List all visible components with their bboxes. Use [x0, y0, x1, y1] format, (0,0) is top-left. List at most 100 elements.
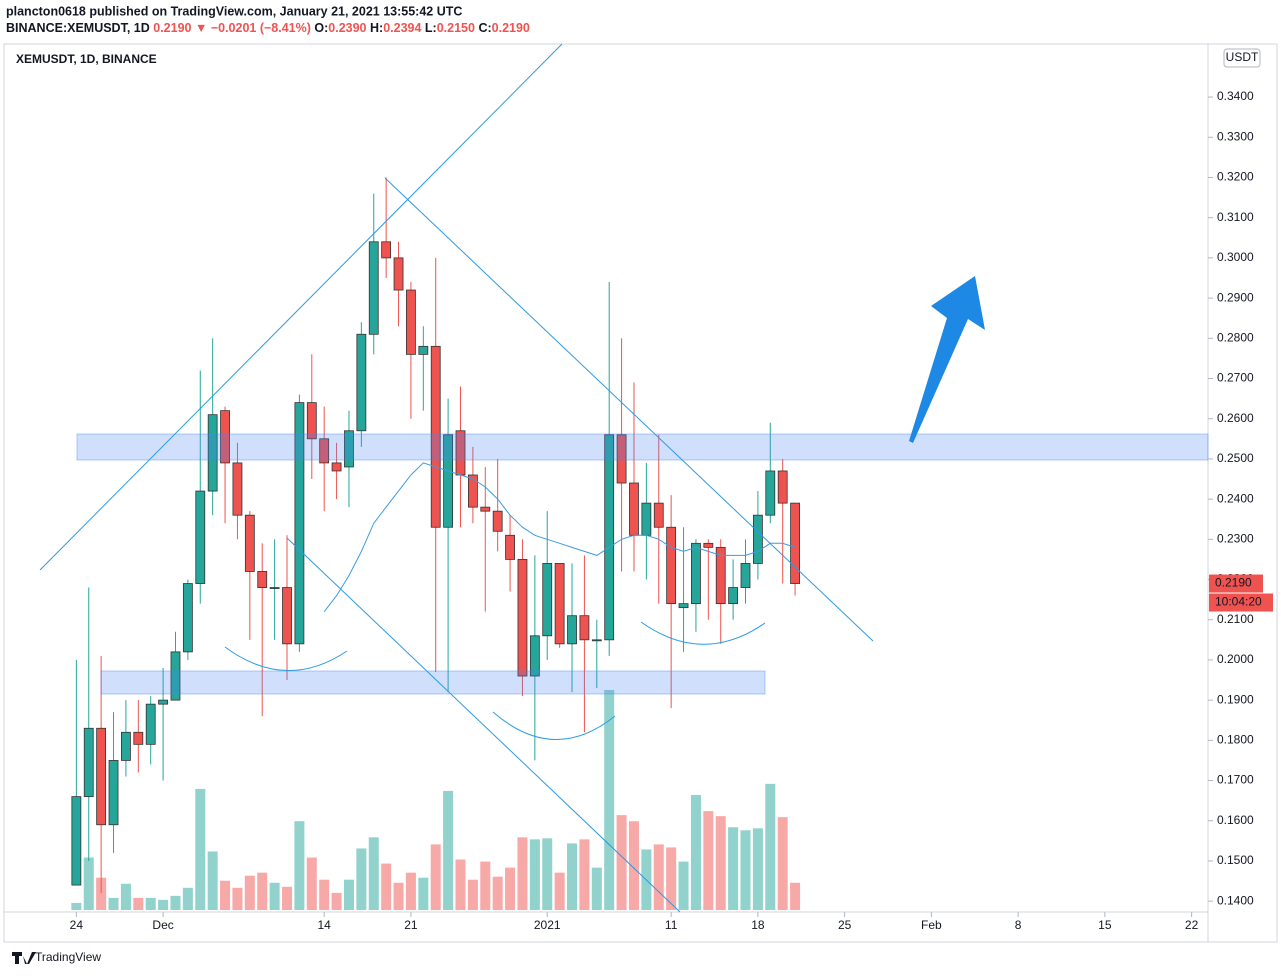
drawings — [39, 43, 1209, 913]
volume-bar — [430, 844, 441, 910]
y-tick-label: 0.2500 — [1217, 451, 1254, 465]
plot — [71, 177, 801, 910]
volume-bar — [294, 821, 305, 910]
candle-body — [567, 615, 577, 645]
volume-bar — [492, 876, 503, 910]
candle-body — [480, 506, 491, 512]
candle-body — [443, 434, 454, 528]
candle-body — [777, 470, 788, 504]
volume-bar — [567, 843, 578, 910]
candle-body — [629, 482, 639, 536]
y-tick-label: 0.3300 — [1217, 129, 1254, 143]
y-tick-label: 0.2000 — [1217, 652, 1254, 666]
y-tick-label: 0.2700 — [1217, 371, 1254, 385]
resistance-zone — [76, 433, 1209, 461]
x-tick-label: 8 — [1015, 918, 1022, 932]
candle-body — [381, 241, 392, 259]
candle-body — [418, 345, 429, 355]
candle-body — [529, 635, 540, 677]
volume-bar — [678, 861, 689, 910]
c-label: C: — [478, 21, 491, 35]
countdown: 10:04:20 — [1215, 595, 1262, 609]
candle-body — [133, 731, 144, 745]
candle-body — [368, 241, 379, 335]
candle-body — [244, 514, 255, 572]
volume-bar — [207, 851, 218, 910]
volume-bar — [282, 886, 293, 910]
candle-body — [765, 470, 776, 516]
candle-body — [232, 462, 243, 516]
x-tick-label: 11 — [665, 918, 678, 932]
volume-bar — [393, 882, 404, 910]
candle-body — [703, 542, 714, 548]
h-value: 0.2394 — [383, 21, 421, 35]
candle-body — [591, 639, 602, 642]
volume-bar — [319, 879, 330, 910]
volume-bar — [195, 788, 206, 910]
volume-bar — [529, 839, 540, 910]
volume-bar — [740, 830, 751, 910]
candle-body — [356, 333, 367, 432]
volume-bar — [182, 887, 193, 910]
candle-body — [467, 474, 478, 508]
arc — [492, 711, 616, 741]
candle-body — [653, 502, 664, 528]
candle-body — [616, 434, 627, 484]
candle-body — [666, 526, 677, 605]
volume-bar — [517, 837, 528, 910]
volume-bar — [467, 879, 478, 910]
volume-bar — [120, 883, 131, 910]
volume-bar — [728, 827, 739, 910]
candle-body — [83, 727, 94, 798]
h-label: H: — [370, 21, 383, 35]
trend-line — [384, 177, 874, 642]
volume-bar — [765, 783, 776, 910]
y-tick-label: 0.3100 — [1217, 210, 1254, 224]
candle-body — [554, 563, 565, 645]
y-tick-label: 0.2100 — [1217, 612, 1254, 626]
candle-body — [579, 615, 590, 641]
candle-body — [207, 414, 218, 492]
l-value: 0.2150 — [437, 21, 475, 35]
candle-body — [294, 402, 305, 645]
candle-body — [678, 603, 689, 609]
volume-bar — [269, 882, 280, 910]
x-tick-label: 15 — [1098, 918, 1112, 932]
y-tick-label: 0.2400 — [1217, 491, 1254, 505]
volume-bar — [232, 887, 243, 910]
candle-body — [319, 438, 330, 464]
x-tick-label: 24 — [70, 918, 84, 932]
currency-badge — [1223, 48, 1261, 68]
y-tick-label: 0.2600 — [1217, 411, 1254, 425]
x-tick-label: Dec — [152, 918, 173, 932]
x-tick-label: 22 — [1185, 918, 1199, 932]
candle-body — [306, 402, 317, 440]
symbol: BINANCE:XEMUSDT, 1D — [6, 21, 150, 35]
volume-bar — [158, 899, 169, 910]
candle-body — [393, 257, 404, 291]
arc — [224, 646, 348, 671]
candle-body — [641, 502, 652, 536]
volume-bar — [554, 872, 565, 910]
change: ▼ −0.0201 (−8.41%) — [195, 21, 311, 35]
volume-bar — [83, 857, 94, 910]
candle-body — [145, 703, 156, 745]
candle-body — [71, 796, 82, 886]
y-tick-label: 0.3400 — [1217, 89, 1254, 103]
currency: USDT — [1226, 50, 1259, 64]
volume-bar — [455, 859, 466, 910]
volume-bar — [96, 877, 107, 910]
candle-body — [220, 410, 230, 464]
volume-bar — [331, 892, 342, 910]
volume-bar — [368, 837, 379, 910]
x-tick-label: 14 — [318, 918, 332, 932]
y-tick-label: 0.1900 — [1217, 692, 1254, 706]
y-tick-label: 0.1800 — [1217, 733, 1254, 747]
y-tick-label: 0.3200 — [1217, 170, 1254, 184]
candle-body — [257, 571, 268, 588]
volume-bar — [790, 882, 801, 910]
l-label: L: — [425, 21, 437, 35]
